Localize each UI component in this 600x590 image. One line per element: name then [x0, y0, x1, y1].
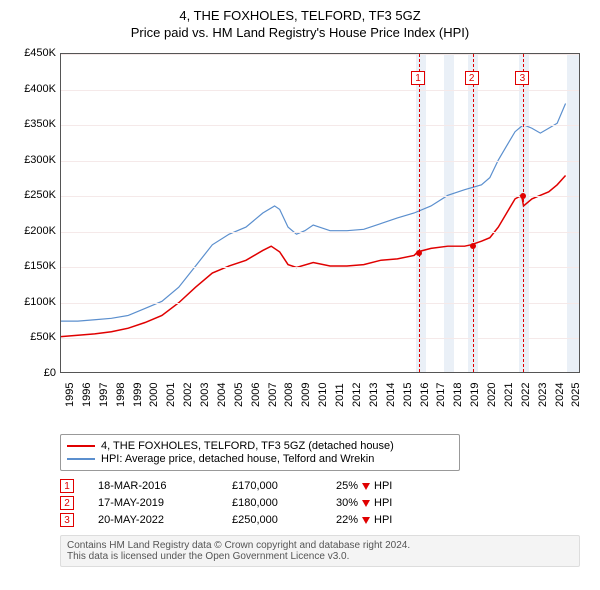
sale-pct-vs-hpi: 30% HPI [336, 497, 426, 509]
sale-dot [470, 243, 476, 249]
sales-table: 1 18-MAR-2016 £170,000 25% HPI 2 17-MAY-2019 £… [60, 479, 590, 527]
sale-price: £250,000 [232, 514, 312, 526]
legend-row: 4, THE FOXHOLES, TELFORD, TF3 5GZ (detac… [67, 440, 453, 452]
legend-label: 4, THE FOXHOLES, TELFORD, TF3 5GZ (detac… [101, 440, 394, 452]
sale-date: 20-MAY-2022 [98, 514, 208, 526]
x-tick-label: 2015 [402, 383, 414, 407]
y-tick-label: £250K [24, 189, 56, 201]
x-tick-label: 2020 [486, 383, 498, 407]
x-tick-label: 2018 [452, 383, 464, 407]
sale-pct-vs-hpi: 25% HPI [336, 480, 426, 492]
x-tick-label: 2002 [182, 383, 194, 407]
y-tick-label: £0 [44, 367, 56, 379]
sales-row-marker: 3 [60, 513, 74, 527]
x-tick-label: 2010 [317, 383, 329, 407]
event-marker: 1 [411, 71, 425, 85]
sale-price: £170,000 [232, 480, 312, 492]
event-vline [523, 54, 524, 372]
x-tick-label: 1997 [98, 383, 110, 407]
sale-price: £180,000 [232, 497, 312, 509]
arrow-down-icon [362, 517, 370, 524]
chart-title: 4, THE FOXHOLES, TELFORD, TF3 5GZ [10, 8, 590, 23]
sale-dot [520, 193, 526, 199]
event-marker: 2 [465, 71, 479, 85]
x-tick-label: 2017 [435, 383, 447, 407]
x-tick-label: 2016 [419, 383, 431, 407]
sale-date: 17-MAY-2019 [98, 497, 208, 509]
x-tick-label: 2000 [148, 383, 160, 407]
x-tick-label: 2013 [368, 383, 380, 407]
event-vline [419, 54, 420, 372]
sale-date: 18-MAR-2016 [98, 480, 208, 492]
chart-subtitle: Price paid vs. HM Land Registry's House … [10, 25, 590, 40]
sale-dot [416, 250, 422, 256]
legend-swatch [67, 445, 95, 447]
sales-row: 2 17-MAY-2019 £180,000 30% HPI [60, 496, 590, 510]
x-tick-label: 2019 [469, 383, 481, 407]
sales-row-marker: 1 [60, 479, 74, 493]
x-tick-label: 2021 [503, 383, 515, 407]
legend-label: HPI: Average price, detached house, Telf… [101, 453, 374, 465]
credits-box: Contains HM Land Registry data © Crown c… [60, 535, 580, 567]
credits-line: This data is licensed under the Open Gov… [67, 551, 573, 562]
sales-row: 3 20-MAY-2022 £250,000 22% HPI [60, 513, 590, 527]
credits-line: Contains HM Land Registry data © Crown c… [67, 540, 573, 551]
y-tick-label: £200K [24, 225, 56, 237]
y-tick-label: £400K [24, 83, 56, 95]
x-tick-label: 1995 [64, 383, 76, 407]
x-tick-label: 2008 [283, 383, 295, 407]
event-marker: 3 [515, 71, 529, 85]
chart-area: £0 £50K £100K £150K £200K £250K £300K £350K £400… [10, 48, 590, 428]
sales-row: 1 18-MAR-2016 £170,000 25% HPI [60, 479, 590, 493]
x-tick-label: 2012 [351, 383, 363, 407]
chart-svg [61, 54, 579, 372]
arrow-down-icon [362, 500, 370, 507]
x-tick-label: 2025 [570, 383, 582, 407]
x-tick-label: 2005 [233, 383, 245, 407]
y-tick-label: £100K [24, 296, 56, 308]
x-tick-label: 1996 [81, 383, 93, 407]
x-tick-label: 2007 [267, 383, 279, 407]
y-tick-label: £350K [24, 118, 56, 130]
x-tick-label: 2009 [300, 383, 312, 407]
legend-row: HPI: Average price, detached house, Telf… [67, 453, 453, 465]
legend: 4, THE FOXHOLES, TELFORD, TF3 5GZ (detac… [60, 434, 460, 471]
series-hpi [61, 103, 566, 321]
chart-container: 4, THE FOXHOLES, TELFORD, TF3 5GZ Price … [0, 0, 600, 577]
sale-pct-vs-hpi: 22% HPI [336, 514, 426, 526]
x-tick-label: 2006 [250, 383, 262, 407]
legend-swatch [67, 458, 95, 460]
x-tick-label: 2022 [520, 383, 532, 407]
sales-row-marker: 2 [60, 496, 74, 510]
x-tick-label: 2024 [554, 383, 566, 407]
x-tick-label: 2001 [165, 383, 177, 407]
x-tick-label: 2023 [537, 383, 549, 407]
x-tick-label: 2004 [216, 383, 228, 407]
x-tick-label: 2014 [385, 383, 397, 407]
y-tick-label: £150K [24, 260, 56, 272]
y-tick-label: £50K [30, 331, 56, 343]
event-vline [473, 54, 474, 372]
x-tick-label: 1999 [132, 383, 144, 407]
y-tick-label: £300K [24, 154, 56, 166]
x-tick-label: 1998 [115, 383, 127, 407]
y-tick-label: £450K [24, 47, 56, 59]
plot-box [60, 53, 580, 373]
x-tick-label: 2011 [334, 383, 346, 407]
arrow-down-icon [362, 483, 370, 490]
x-tick-label: 2003 [199, 383, 211, 407]
